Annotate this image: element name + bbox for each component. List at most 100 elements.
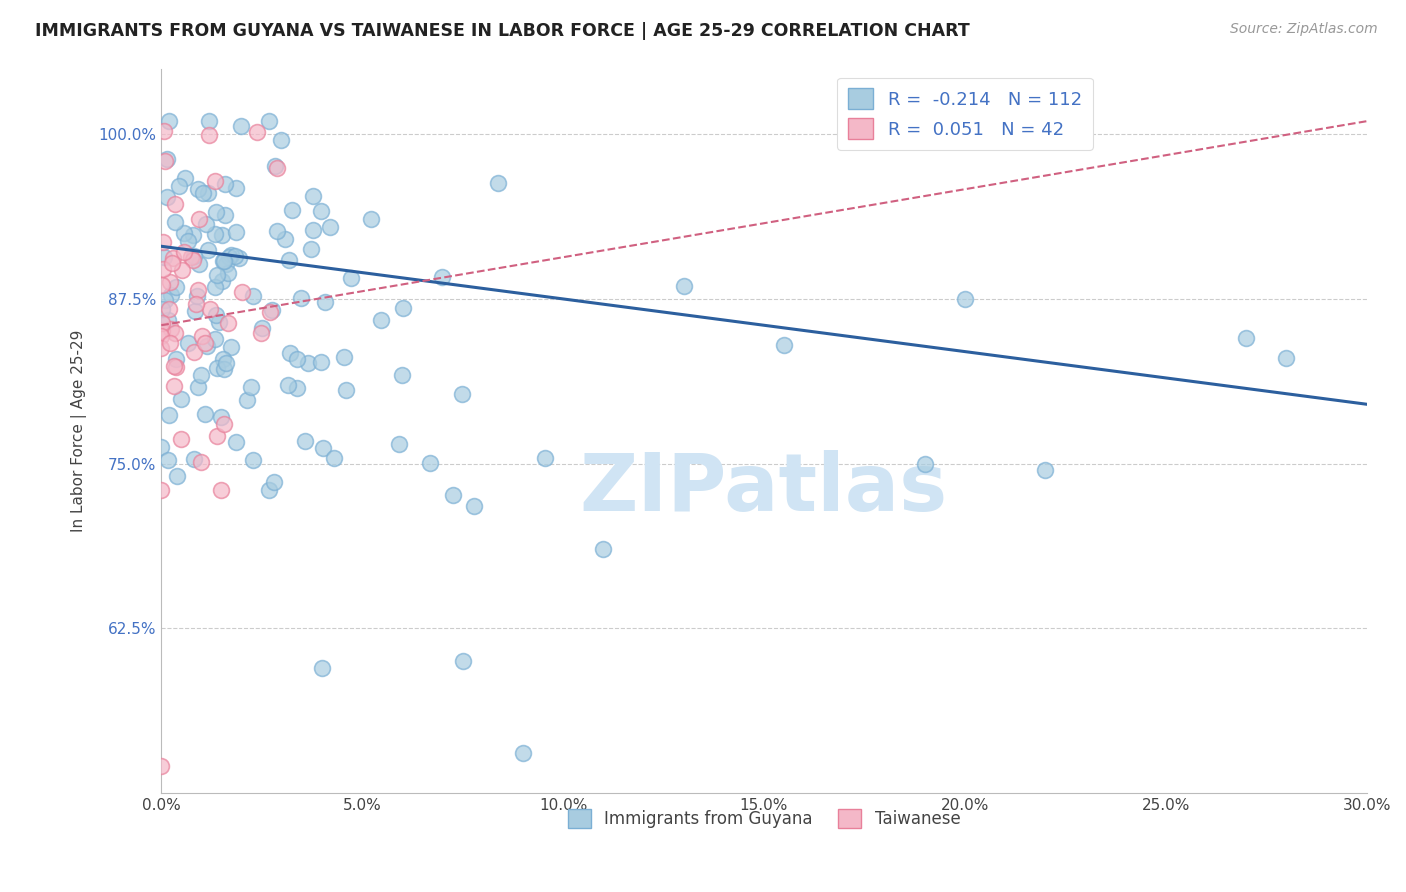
Point: [311, 660, 333, 674]
Point: [486, 176, 509, 190]
Point: [335, 383, 357, 397]
Point: [266, 224, 288, 238]
Point: [285, 381, 308, 395]
Point: [169, 432, 191, 446]
Point: [212, 254, 235, 268]
Point: [533, 450, 555, 465]
Point: [183, 249, 205, 263]
Point: [1033, 463, 1056, 477]
Point: [370, 313, 392, 327]
Point: [197, 186, 219, 201]
Point: [215, 257, 238, 271]
Point: [150, 324, 173, 338]
Point: [262, 303, 284, 318]
Point: [263, 475, 285, 490]
Point: [198, 128, 221, 142]
Point: [302, 223, 325, 237]
Point: [156, 190, 179, 204]
Point: [218, 250, 240, 264]
Point: [205, 361, 228, 376]
Point: [224, 249, 246, 263]
Point: [953, 292, 976, 306]
Point: [1275, 351, 1298, 366]
Point: [177, 235, 200, 249]
Point: [211, 274, 233, 288]
Point: [225, 434, 247, 449]
Point: [157, 453, 180, 467]
Point: [205, 428, 228, 442]
Point: [270, 133, 292, 147]
Point: [204, 227, 226, 241]
Point: [257, 483, 280, 498]
Point: [312, 442, 335, 456]
Point: [264, 159, 287, 173]
Point: [451, 654, 474, 668]
Point: [311, 204, 333, 219]
Point: [184, 303, 207, 318]
Point: [229, 120, 252, 134]
Point: [205, 308, 228, 322]
Point: [187, 283, 209, 297]
Point: [172, 262, 194, 277]
Point: [1234, 331, 1257, 345]
Point: [360, 212, 382, 227]
Legend: Immigrants from Guyana, Taiwanese: Immigrants from Guyana, Taiwanese: [561, 803, 967, 835]
Point: [156, 152, 179, 166]
Point: [150, 440, 173, 454]
Point: [190, 455, 212, 469]
Point: [197, 243, 219, 257]
Text: IMMIGRANTS FROM GUYANA VS TAIWANESE IN LABOR FORCE | AGE 25-29 CORRELATION CHART: IMMIGRANTS FROM GUYANA VS TAIWANESE IN L…: [35, 22, 970, 40]
Point: [309, 355, 332, 369]
Point: [432, 270, 454, 285]
Point: [441, 488, 464, 502]
Point: [463, 499, 485, 513]
Point: [204, 279, 226, 293]
Point: [208, 315, 231, 329]
Point: [194, 335, 217, 350]
Point: [150, 341, 173, 355]
Point: [193, 186, 215, 200]
Point: [211, 483, 233, 497]
Point: [209, 410, 232, 425]
Point: [225, 225, 247, 239]
Point: [294, 434, 316, 449]
Point: [181, 228, 204, 243]
Point: [219, 247, 242, 261]
Point: [198, 302, 221, 317]
Point: [391, 301, 413, 316]
Point: [217, 316, 239, 330]
Point: [228, 252, 250, 266]
Point: [242, 453, 264, 467]
Point: [160, 288, 183, 302]
Point: [333, 350, 356, 364]
Point: [169, 179, 191, 194]
Point: [150, 483, 173, 497]
Point: [277, 378, 299, 392]
Point: [219, 340, 242, 354]
Point: [205, 205, 228, 219]
Point: [165, 214, 187, 228]
Point: [419, 456, 441, 470]
Point: [592, 542, 614, 557]
Point: [180, 250, 202, 264]
Point: [150, 759, 173, 773]
Point: [174, 171, 197, 186]
Point: [162, 251, 184, 265]
Point: [242, 289, 264, 303]
Point: [150, 277, 173, 292]
Point: [240, 380, 263, 394]
Point: [212, 351, 235, 366]
Point: [217, 266, 239, 280]
Point: [773, 338, 796, 352]
Point: [235, 393, 257, 408]
Point: [152, 235, 174, 250]
Point: [214, 177, 236, 191]
Point: [512, 746, 534, 760]
Point: [150, 329, 173, 343]
Point: [314, 294, 336, 309]
Point: [160, 256, 183, 270]
Point: [212, 417, 235, 431]
Point: [391, 368, 413, 382]
Point: [339, 270, 361, 285]
Point: [672, 278, 695, 293]
